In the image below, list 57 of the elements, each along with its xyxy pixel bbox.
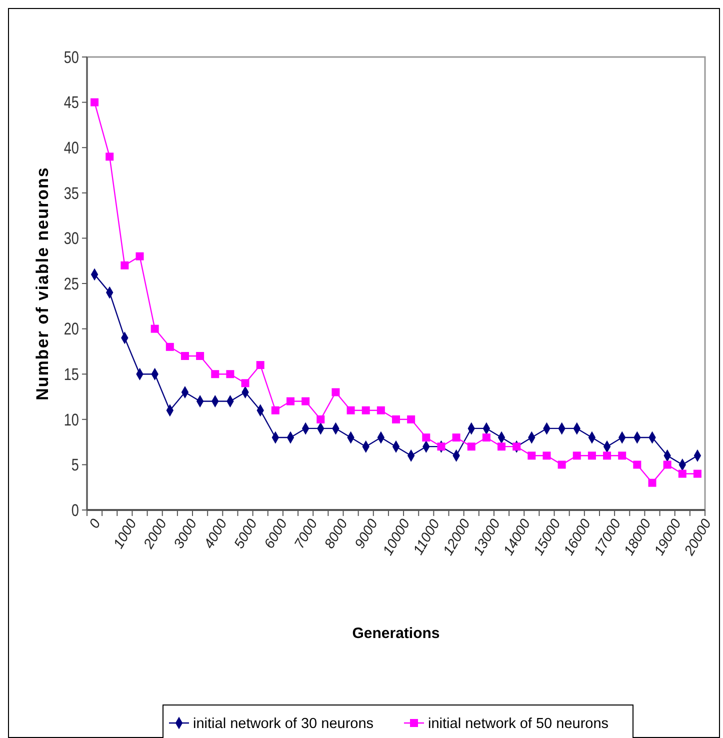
y-tick-label: 20 (64, 320, 79, 340)
point (392, 415, 400, 424)
point (558, 460, 566, 469)
point (407, 415, 416, 424)
y-tick-label: 50 (64, 48, 79, 68)
point (376, 406, 385, 414)
point (346, 406, 355, 414)
y-tick-label: 10 (64, 410, 79, 430)
point (482, 434, 490, 442)
point (572, 452, 581, 460)
point (452, 434, 460, 442)
point (226, 370, 234, 378)
point (588, 452, 596, 460)
point (648, 478, 656, 487)
point (542, 452, 551, 460)
y-tick-label: 30 (64, 230, 79, 249)
point (422, 434, 430, 442)
y-tick-label: 35 (64, 184, 79, 204)
point (512, 442, 521, 451)
y-tick-label: 15 (64, 366, 79, 384)
point (150, 324, 159, 333)
legend-label: initial network of 30 neurons (193, 716, 374, 732)
point (528, 452, 536, 460)
y-tick-label: 0 (71, 502, 79, 520)
point (633, 460, 642, 469)
point (241, 379, 250, 388)
point (437, 442, 446, 451)
point (106, 152, 114, 161)
point (693, 470, 702, 478)
point (332, 388, 340, 396)
point (663, 460, 672, 469)
point (136, 252, 144, 260)
legend-label: initial network of 50 neurons (428, 716, 609, 732)
point (618, 452, 626, 460)
point (498, 442, 506, 451)
x-tick-label: 0 (86, 516, 104, 531)
point (180, 352, 189, 360)
y-tick-label: 25 (64, 275, 79, 294)
point (120, 261, 129, 270)
point (271, 406, 280, 414)
point (603, 452, 612, 460)
point (90, 98, 99, 106)
point (196, 352, 204, 360)
point (302, 397, 310, 406)
point (256, 361, 264, 370)
point (211, 370, 220, 378)
point (316, 415, 325, 424)
point (362, 406, 370, 414)
y-axis-title: Number of viable neurons (33, 166, 52, 400)
point (467, 442, 476, 451)
point (286, 397, 294, 406)
y-tick-label: 40 (64, 139, 79, 158)
point (678, 470, 686, 478)
y-tick-label: 5 (71, 456, 79, 476)
y-tick-label: 45 (64, 94, 79, 113)
point (166, 342, 174, 351)
x-axis-title: Generations (352, 625, 440, 642)
